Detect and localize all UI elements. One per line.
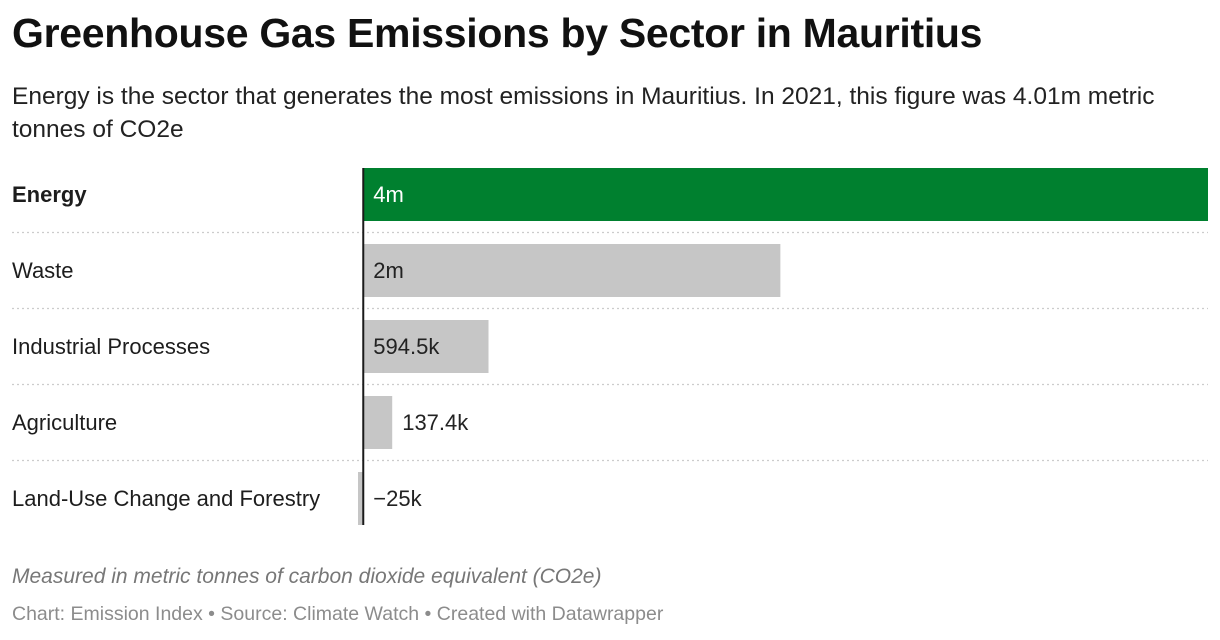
created-with-credit: Created with Datawrapper [436,603,664,625]
chart-title: Greenhouse Gas Emissions by Sector in Ma… [12,10,983,56]
category-label: Waste [12,258,74,283]
category-label: Agriculture [12,410,117,435]
bar [363,244,781,297]
value-label: −25k [373,486,422,511]
value-label: 2m [373,258,404,283]
source-credit: Source: Climate Watch [220,603,420,625]
chart-subtitle: Energy is the sector that generates the … [12,83,1155,143]
chart-notes: Measured in metric tonnes of carbon diox… [12,565,602,588]
category-label: Industrial Processes [12,334,210,359]
byline-separator: • [424,603,432,625]
category-label: Energy [12,182,87,207]
bar [363,396,393,449]
value-label: 4m [373,182,404,207]
chart-credit: Chart: Emission Index [12,603,203,625]
category-label: Land-Use Change and Forestry [12,486,320,511]
bar [363,320,489,373]
chart-byline: Chart: Emission Index • Source: Climate … [12,603,663,626]
bar [358,472,364,525]
value-label: 137.4k [402,410,469,435]
byline-separator: • [208,603,215,625]
value-label: 594.5k [373,334,440,359]
bar [363,168,1208,221]
bar-chart: Energy 4m Waste 2m Industrial Processes 594.5… [12,168,1208,525]
